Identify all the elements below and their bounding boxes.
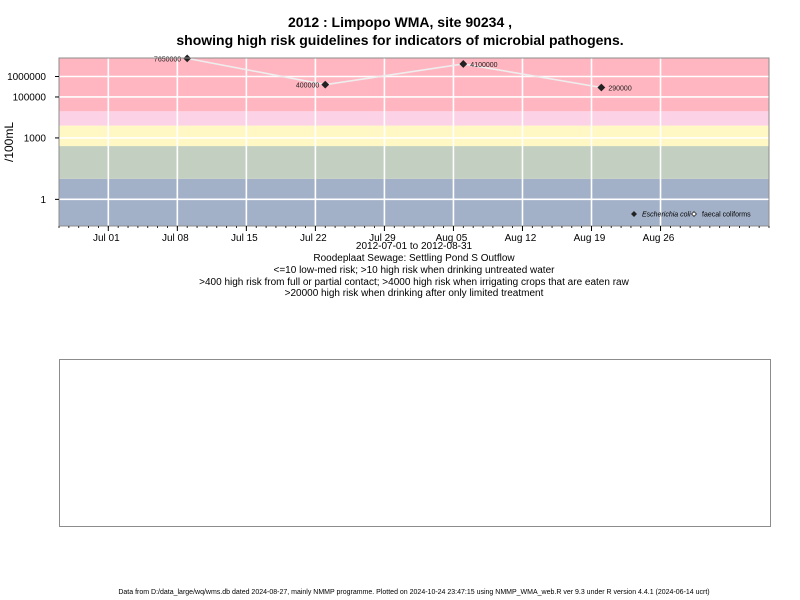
- legend-label-0: Escherichia coli: [642, 212, 691, 219]
- x-tick-label-jul-15: Jul 15: [231, 233, 258, 244]
- risk-band-2: [59, 125, 769, 147]
- y-tick-label-100000: 100000: [13, 92, 47, 103]
- risk-band-3: [59, 111, 769, 126]
- guideline-caption-2: >400 high risk from full or partial cont…: [199, 277, 629, 288]
- guideline-caption-1: <=10 low-med risk; >10 high risk when dr…: [273, 265, 555, 276]
- data-points: [183, 54, 606, 92]
- risk-band-4: [59, 58, 769, 112]
- x-axis: Jul 01 Jul 08 Jul 15 Jul 22 Jul 29 Aug 05 Aug …: [58, 226, 770, 244]
- x-tick-label-jul-29: Jul 29: [369, 233, 396, 244]
- x-tick-label-aug-19: Aug 19: [574, 233, 606, 244]
- data-point-0-2: [459, 60, 468, 68]
- empty-panel: [59, 359, 771, 527]
- data-label-0-3: 290000: [608, 86, 631, 93]
- legend-label-1: faecal coliforms: [702, 212, 751, 219]
- series-line-0: [187, 57, 602, 89]
- data-point-0-1: [321, 80, 330, 89]
- y-tick-label-1000000: 1000000: [7, 72, 46, 83]
- data-point-0-3: [597, 83, 606, 92]
- legend: Escherichia coli faecal coliforms: [631, 211, 751, 219]
- y-axis-label: /100mL: [2, 122, 16, 162]
- y-tick-label-1: 1: [40, 195, 46, 206]
- x-tick-label-jul-01: Jul 01: [93, 233, 120, 244]
- series-lines: [187, 57, 602, 89]
- risk-bands: [59, 58, 769, 226]
- risk-band-1: [59, 146, 769, 179]
- x-tick-label-aug-12: Aug 12: [505, 233, 537, 244]
- legend-marker-0: [631, 211, 637, 217]
- y-tick-label-1000: 1000: [24, 133, 47, 144]
- data-label-0-1: 400000: [296, 83, 319, 90]
- date-range-caption: 2012-07-01 to 2012-08-31: [355, 241, 473, 252]
- footer-note: Data from D:/data_large/wq/wms.db dated …: [118, 589, 710, 596]
- site-name-caption: Roodeplaat Sewage: Settling Pond S Outfl…: [313, 253, 515, 264]
- chart-title-line-2: showing high risk guidelines for indicat…: [176, 32, 624, 48]
- legend-marker-1: [691, 211, 697, 217]
- data-labels: 7650000 400000 4100000 290000: [154, 56, 632, 92]
- chart-title-line-1: 2012 : Limpopo WMA, site 90234 ,: [287, 14, 513, 30]
- guideline-caption-3: >20000 high risk when drinking after onl…: [284, 288, 544, 299]
- x-tick-label-aug-26: Aug 26: [643, 233, 675, 244]
- data-label-0-0: 7650000: [154, 56, 181, 63]
- x-tick-label-jul-08: Jul 08: [162, 233, 189, 244]
- x-tick-label-aug-05: Aug 05: [436, 233, 468, 244]
- y-axis: 1 1000 100000 1000000: [7, 72, 59, 206]
- x-tick-label-jul-22: Jul 22: [300, 233, 327, 244]
- data-label-0-2: 4100000: [470, 62, 497, 69]
